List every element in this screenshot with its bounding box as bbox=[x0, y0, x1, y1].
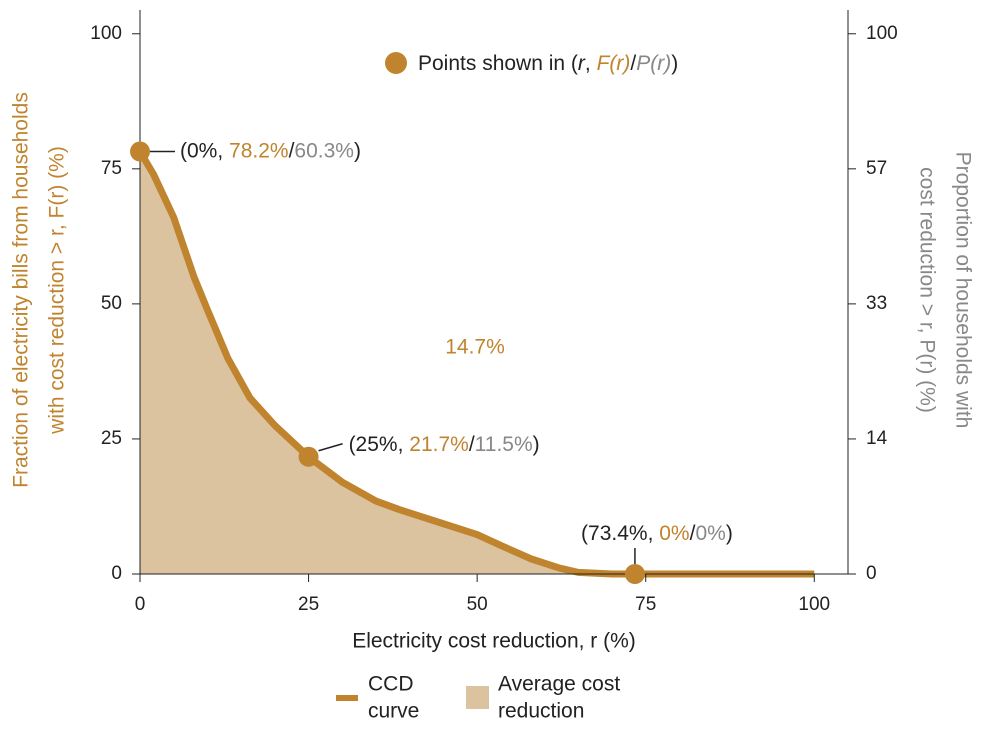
points-legend-part: / bbox=[630, 52, 636, 75]
point-label-part: 0% bbox=[695, 522, 725, 545]
legend-label: CCD bbox=[368, 673, 414, 696]
x-tick-label: 25 bbox=[298, 594, 319, 615]
highlight-point bbox=[130, 141, 150, 162]
label-leader bbox=[318, 443, 343, 452]
y2-tick-label: 33 bbox=[866, 293, 887, 314]
y-axis-title: with cost reduction > r, F(r) (%) bbox=[46, 146, 69, 435]
point-label-part: (0%, bbox=[180, 139, 229, 162]
highlight-point bbox=[298, 446, 319, 467]
y-tick-label: 0 bbox=[111, 563, 122, 584]
highlight-point bbox=[624, 564, 645, 584]
point-label-part: (25%, bbox=[349, 432, 410, 455]
legend-label: reduction bbox=[498, 700, 584, 723]
legend-label: curve bbox=[368, 700, 419, 723]
points-legend-part: Points shown in ( bbox=[418, 52, 578, 75]
y-tick-label: 50 bbox=[101, 293, 122, 314]
points-legend-part: P(r) bbox=[636, 52, 671, 75]
y2-tick-label: 57 bbox=[866, 158, 887, 179]
legend-marker bbox=[385, 52, 407, 74]
y2-tick-label: 0 bbox=[866, 563, 877, 584]
point-label: (25%, 21.7%/11.5%) bbox=[349, 432, 540, 455]
point-label: (73.4%, 0%/0%) bbox=[581, 522, 733, 545]
points-legend-part: r bbox=[578, 52, 586, 75]
y-tick-label: 100 bbox=[90, 23, 122, 44]
y2-axis-title: cost reduction > r, P(r) (%) bbox=[915, 167, 938, 413]
average-cost-area bbox=[140, 151, 815, 575]
point-label-part: 0% bbox=[659, 522, 689, 545]
point-label-part: / bbox=[690, 522, 696, 545]
point-label-part: 78.2% bbox=[229, 139, 289, 162]
legend-swatch bbox=[466, 686, 489, 709]
point-label-part: ) bbox=[726, 522, 733, 545]
x-tick-label: 100 bbox=[798, 594, 830, 615]
point-label-part: 21.7% bbox=[409, 432, 469, 455]
point-label-part: 60.3% bbox=[294, 139, 354, 162]
y2-axis-title: Proportion of households with bbox=[951, 152, 974, 429]
y2-tick-label: 14 bbox=[866, 428, 888, 449]
point-label-part: 11.5% bbox=[475, 432, 533, 455]
x-tick-label: 75 bbox=[635, 594, 656, 615]
y-tick-label: 75 bbox=[101, 158, 122, 179]
point-label-part: ) bbox=[354, 139, 361, 162]
point-label: (0%, 78.2%/60.3%) bbox=[180, 139, 361, 162]
points-legend-part: F(r) bbox=[597, 52, 631, 75]
area-label: 14.7% bbox=[445, 336, 505, 359]
point-label-part: ) bbox=[533, 432, 540, 455]
x-axis-title: Electricity cost reduction, r (%) bbox=[352, 630, 636, 653]
x-tick-label: 0 bbox=[135, 594, 146, 615]
point-label-part: (73.4%, bbox=[581, 522, 659, 545]
y2-tick-label: 100 bbox=[866, 23, 898, 44]
legend-label: Average cost bbox=[498, 673, 620, 696]
x-tick-label: 50 bbox=[467, 594, 488, 615]
points-legend-part: ) bbox=[671, 52, 678, 75]
point-label-part: / bbox=[289, 139, 295, 162]
point-label-part: / bbox=[469, 432, 475, 455]
points-legend: Points shown in (r, F(r)/P(r)) bbox=[418, 52, 678, 75]
y-axis-title: Fraction of electricity bills from house… bbox=[10, 92, 33, 488]
points-legend-part: , bbox=[585, 52, 597, 75]
y-tick-label: 25 bbox=[101, 428, 122, 449]
